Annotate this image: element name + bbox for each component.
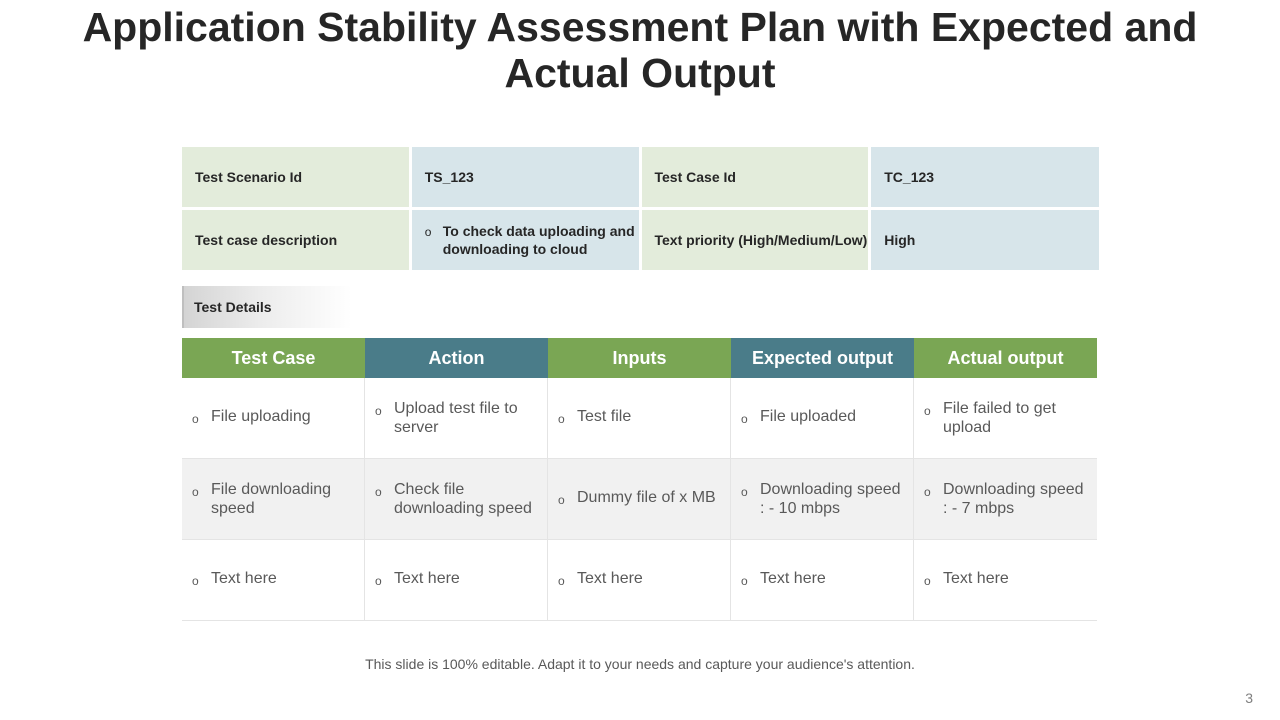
test-scenario-id-value: TS_123 [411,147,639,207]
table-row: o Text here o Text here o Text here o Text here… [182,540,1097,621]
slide-title: Application Stability Assessment Plan wi… [82,4,1198,96]
cell-text: File uploading [211,408,311,425]
test-case-description-label: Test case description [182,210,409,270]
cell-text: Upload test file to server [394,400,518,436]
test-details-table: Test Case Action Inputs Expected output … [182,338,1097,621]
page-number: 3 [1245,690,1253,706]
cell-expected-output: o Downloading speed : - 10 mbps [731,459,914,539]
bullet-icon: o [924,485,931,499]
bullet-icon: o [741,574,748,588]
description-text: To check data uploading and downloading … [442,223,635,257]
test-case-id-label: Test Case Id [641,147,869,207]
bullet-icon: o [192,412,199,426]
header-inputs: Inputs [548,338,731,378]
cell-text: Downloading speed : - 7 mbps [943,481,1084,517]
cell-text: Text here [394,570,460,587]
bullet-icon: o [192,485,199,499]
cell-expected-output: o Text here [731,540,914,620]
bullet-icon: o [375,404,382,418]
cell-inputs: o Text here [548,540,731,620]
cell-inputs: o Dummy file of x MB [548,459,731,539]
bullet-icon: o [375,574,382,588]
cell-inputs: o Test file [548,378,731,458]
table-body: o File uploading o Upload test file to serv… [182,378,1097,621]
info-row-description: Test case description o To check data up… [182,210,1099,270]
cell-actual-output: o File failed to get upload [914,378,1097,458]
bullet-icon: o [558,574,565,588]
cell-action: o Upload test file to server [365,378,548,458]
cell-text: Check file downloading speed [394,481,532,517]
bullet-icon: o [424,225,432,239]
header-expected-output: Expected output [731,338,914,378]
cell-actual-output: o Downloading speed : - 7 mbps [914,459,1097,539]
cell-test-case: o Text here [182,540,365,620]
footer-note: This slide is 100% editable. Adapt it to… [365,656,915,672]
cell-test-case: o File downloading speed [182,459,365,539]
bullet-icon: o [558,412,565,426]
priority-value: High [871,210,1099,270]
cell-actual-output: o Text here [914,540,1097,620]
table-header: Test Case Action Inputs Expected output … [182,338,1097,378]
cell-action: o Text here [365,540,548,620]
cell-text: File downloading speed [211,481,332,517]
cell-text: Test file [577,408,632,425]
cell-action: o Check file downloading speed [365,459,548,539]
test-details-tag: Test Details [182,286,352,328]
cell-text: Text here [760,570,826,587]
cell-text: Text here [577,570,643,587]
bullet-icon: o [924,574,931,588]
bullet-icon: o [192,574,199,588]
test-scenario-id-label: Test Scenario Id [182,147,409,207]
table-row: o File uploading o Upload test file to serv… [182,378,1097,459]
test-case-id-value: TC_123 [871,147,1099,207]
header-action: Action [365,338,548,378]
header-test-case: Test Case [182,338,365,378]
cell-expected-output: o File uploaded [731,378,914,458]
table-row: o File downloading speed o Check file downl… [182,459,1097,540]
cell-text: Text here [943,570,1009,587]
header-actual-output: Actual output [914,338,1097,378]
cell-text: Dummy file of x MB [577,489,716,506]
cell-text: File failed to get upload [943,400,1056,436]
test-info-grid: Test Scenario Id TS_123 Test Case Id TC_… [182,147,1099,273]
priority-label: Text priority (High/Medium/Low) [641,210,869,270]
cell-text: Downloading speed : - 10 mbps [760,481,901,517]
bullet-icon: o [375,485,382,499]
cell-test-case: o File uploading [182,378,365,458]
bullet-icon: o [741,485,748,499]
cell-text: Text here [211,570,277,587]
cell-text: File uploaded [760,408,857,425]
info-row-ids: Test Scenario Id TS_123 Test Case Id TC_… [182,147,1099,207]
bullet-icon: o [924,404,931,418]
bullet-icon: o [558,493,565,507]
bullet-icon: o [741,412,748,426]
test-case-description-value: o To check data uploading and downloadin… [411,210,639,270]
